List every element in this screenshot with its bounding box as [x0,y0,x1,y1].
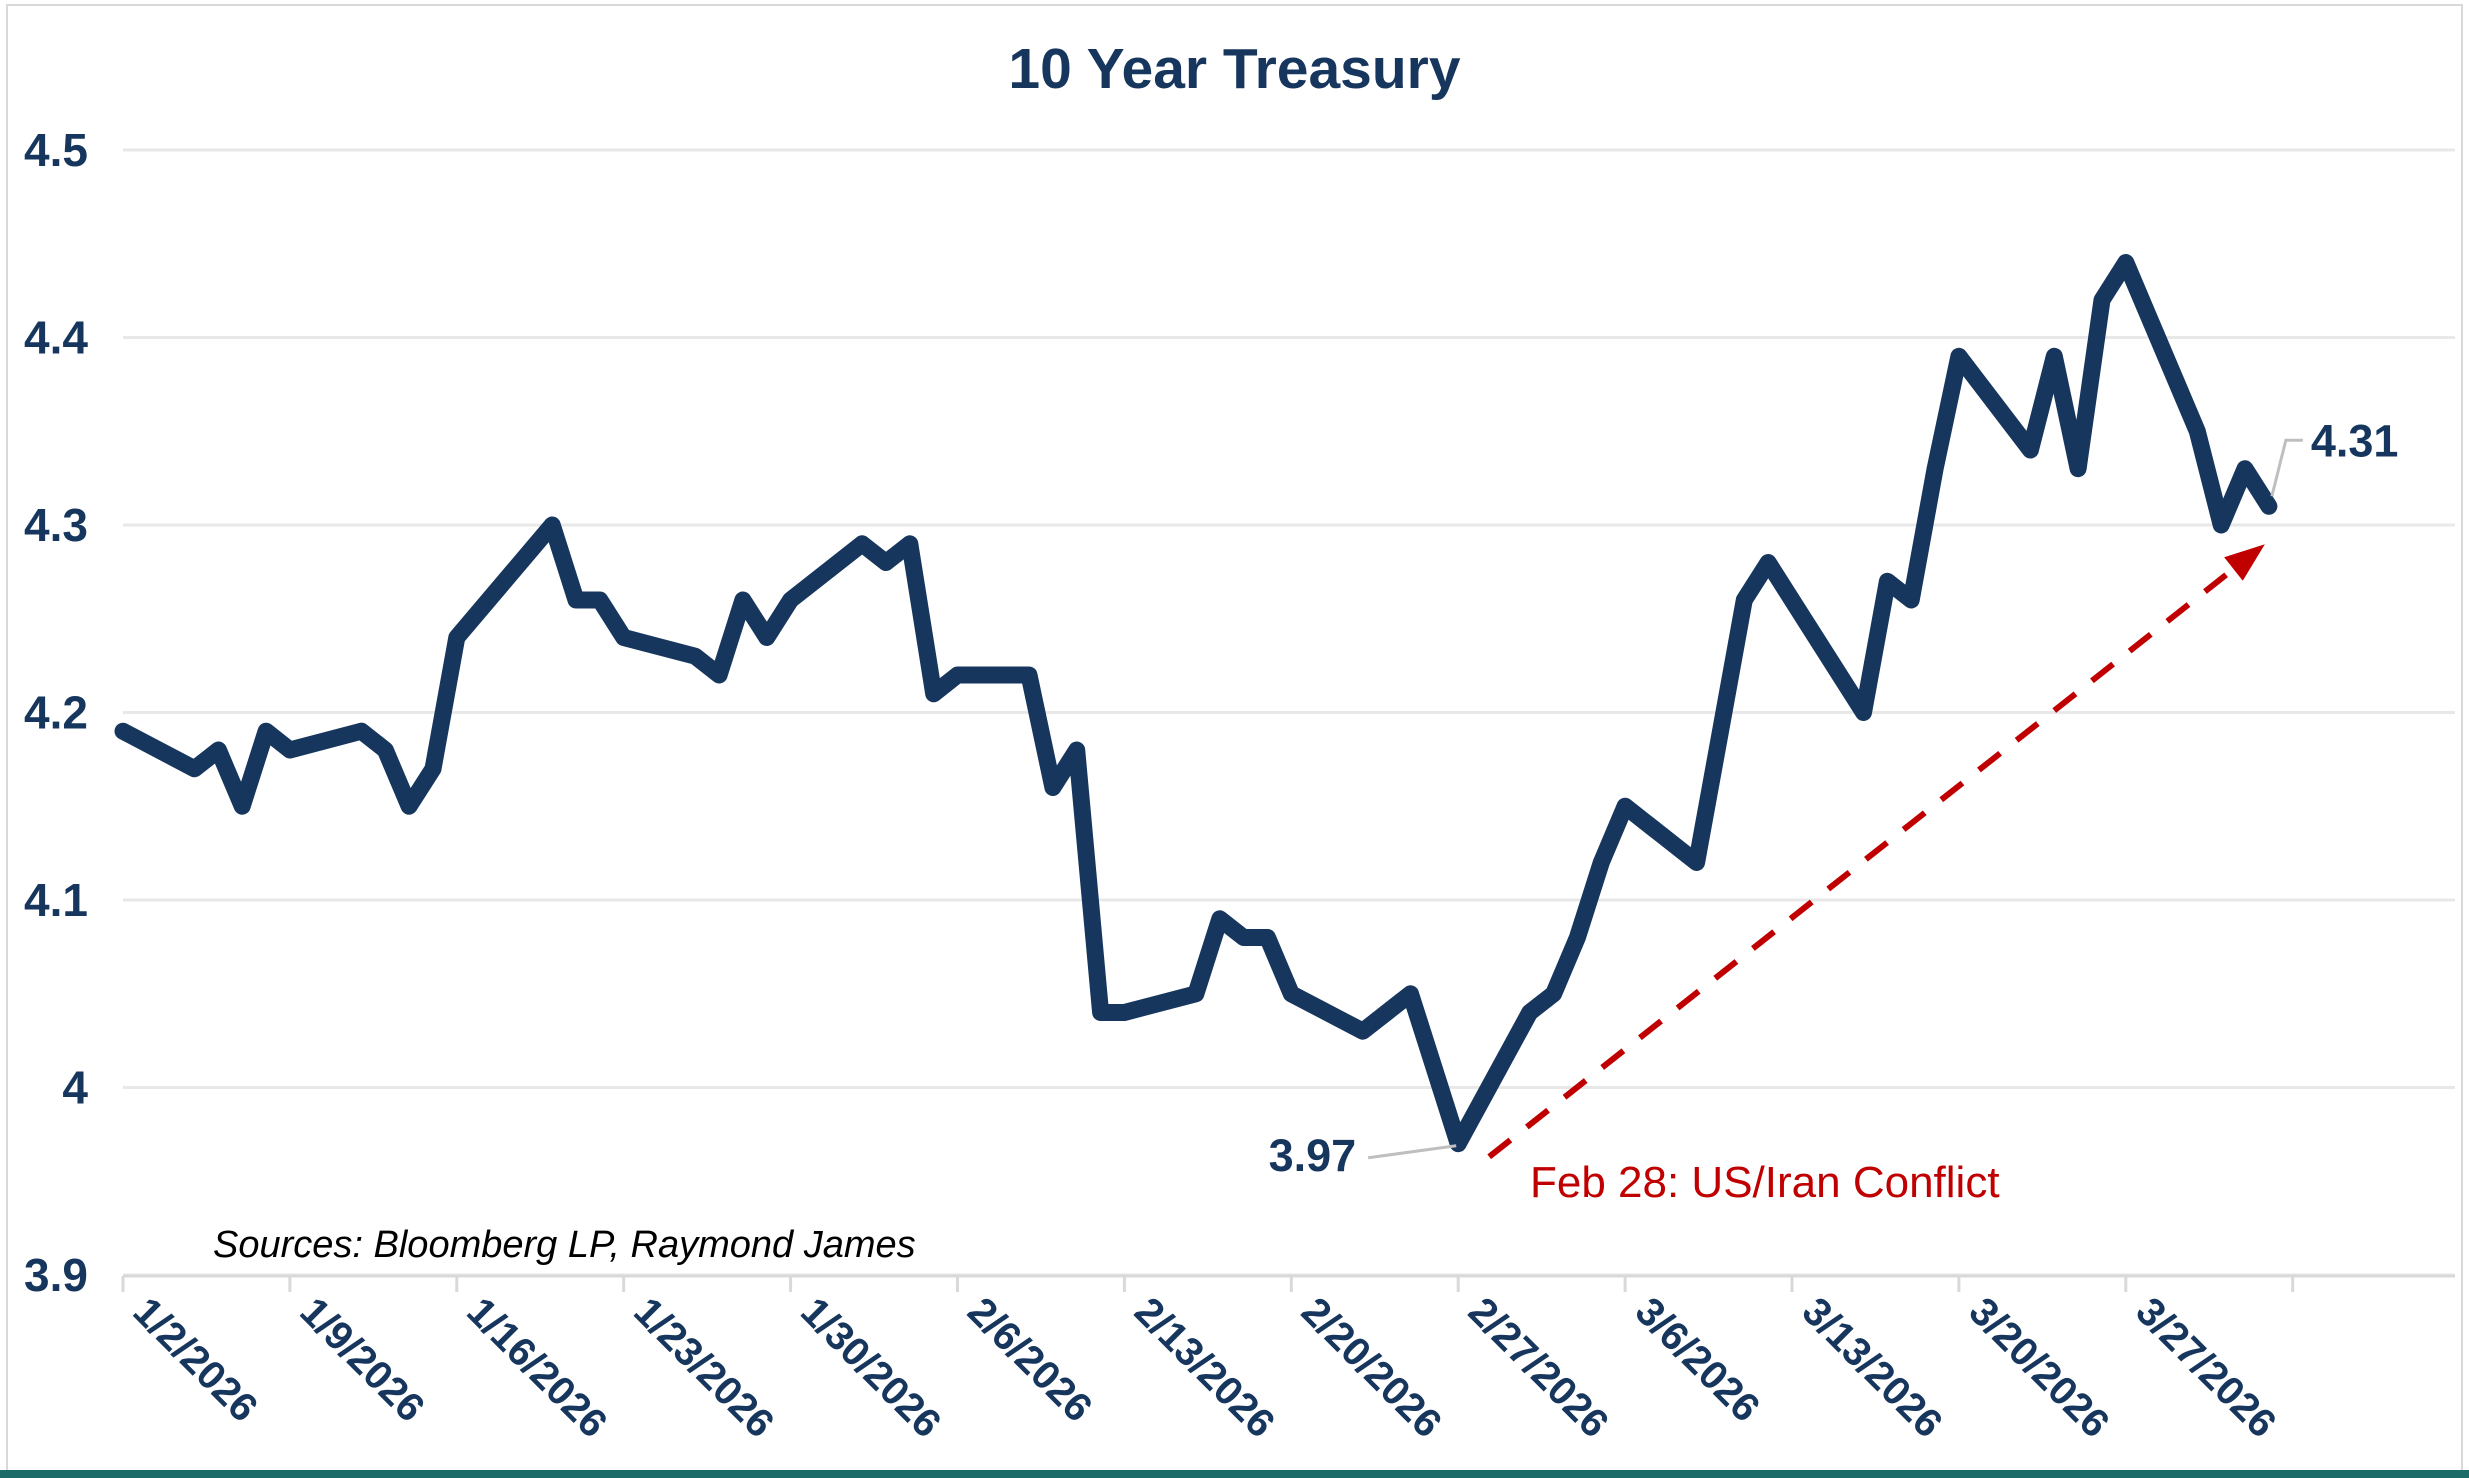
x-axis-tick-label: 2/6/2026 [959,1289,1100,1430]
chart-title: 10 Year Treasury [1008,37,1461,101]
x-axis-tick-label: 3/20/2026 [1961,1289,2118,1446]
x-axis-tick-label: 2/13/2026 [1126,1289,1283,1446]
x-axis-tick-label: 1/30/2026 [792,1289,949,1446]
slide-left-border [6,4,8,1472]
slide-bottom-teal-bar [0,1470,2469,1478]
y-axis-tick-label: 4.4 [24,312,88,364]
y-axis-tick-label: 4.3 [24,499,88,551]
x-axis-tick-label: 1/2/2026 [125,1289,266,1430]
event-arrow-shaft [1487,566,2236,1160]
x-axis-tick-label: 3/13/2026 [1794,1289,1951,1446]
end-label-leader [2270,438,2303,497]
low-label-leader [1367,1144,1457,1160]
x-axis-tick-label: 2/27/2026 [1460,1289,1617,1446]
x-axis-tick-label: 1/9/2026 [292,1289,433,1430]
end-point-label: 4.31 [2311,415,2399,466]
y-axis-tick-label: 4.1 [24,874,88,926]
y-axis-tick-label: 4.2 [24,687,88,739]
x-axis-tick-label: 3/27/2026 [2127,1289,2284,1446]
x-axis-tick-label: 1/16/2026 [458,1289,615,1446]
x-axis-tick-label: 3/6/2026 [1627,1289,1768,1430]
event-arrow-head [2224,544,2265,581]
slide-right-border [2461,4,2463,1472]
event-annotation-label: Feb 28: US/Iran Conflict [1530,1158,2000,1207]
x-axis-tick-label: 2/20/2026 [1293,1289,1450,1446]
slide-top-border [6,4,2462,6]
x-axis-tick-label: 1/23/2026 [625,1289,782,1446]
low-point-label: 3.97 [1269,1130,1357,1181]
treasury-yield-line [114,254,2278,1153]
y-axis-tick-label: 3.9 [24,1249,88,1301]
y-axis-tick-label: 4 [62,1062,88,1114]
source-note: Sources: Bloomberg LP, Raymond James [213,1224,916,1266]
y-axis-tick-label: 4.5 [24,124,88,176]
